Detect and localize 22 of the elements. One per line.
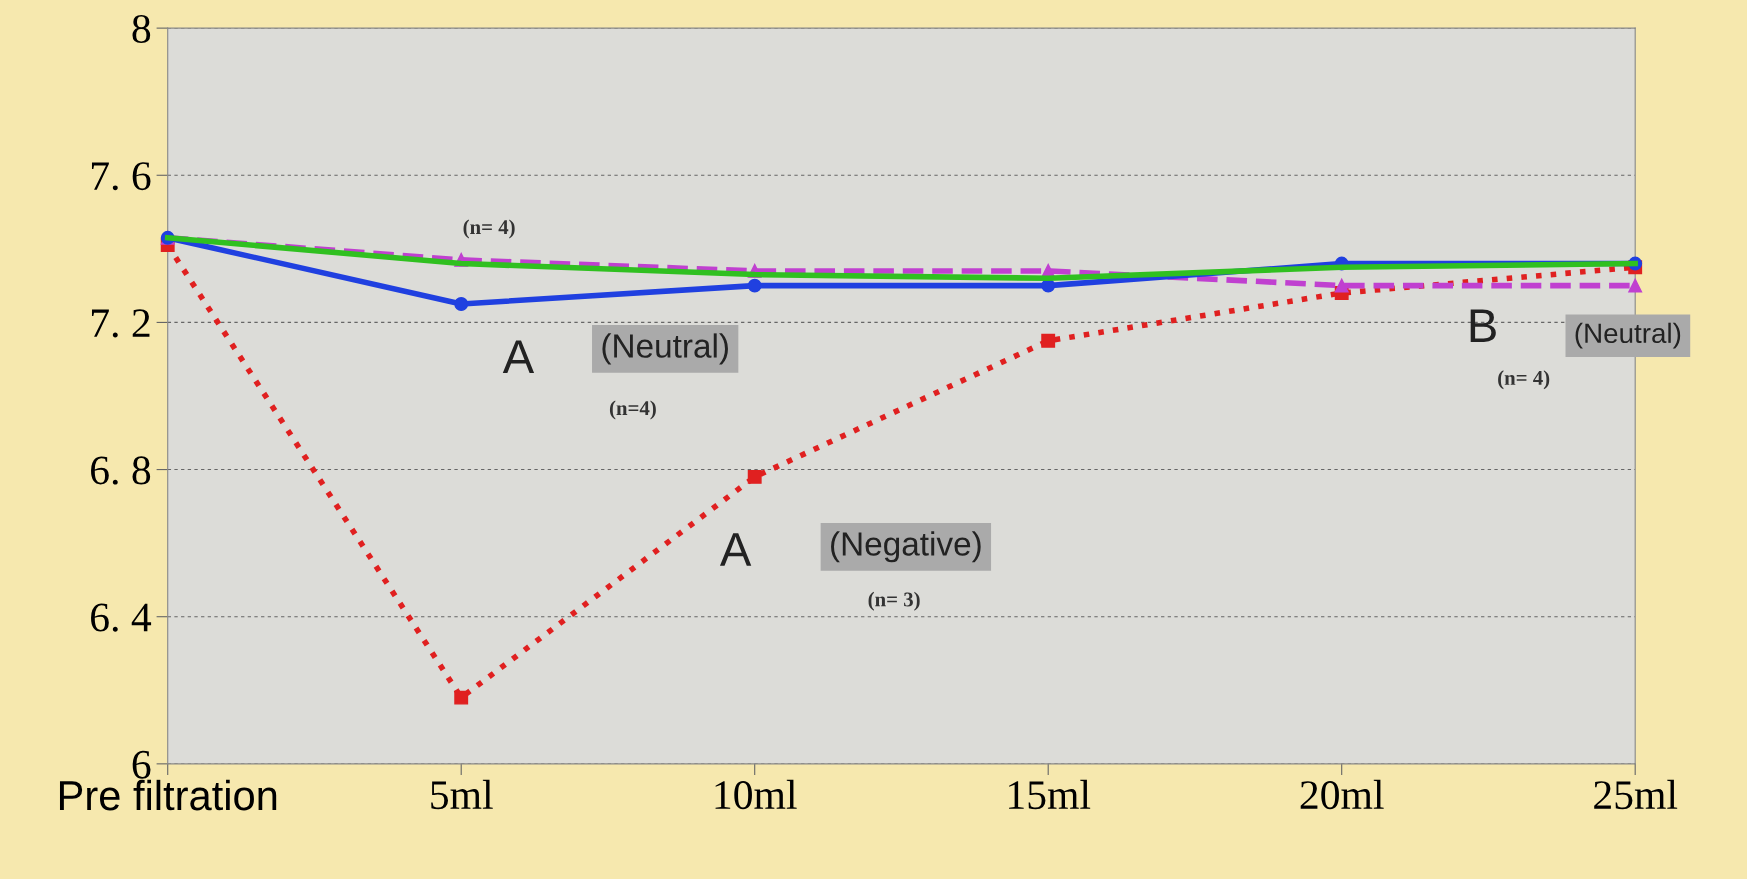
annotation: (n= 4) [1498,370,1550,390]
annotation: A [502,340,535,373]
y-tick-label: 6. 8 [91,456,151,485]
x-tick-label: Pre filtration [59,779,277,811]
x-tick-label: 5ml [431,779,493,810]
annotation: (Neutral) [1575,322,1681,349]
x-tick-label: 20ml [1300,779,1384,810]
x-tick-label: 25ml [1594,779,1678,810]
y-tick-label: 6. 4 [91,603,152,632]
annotation: (n=4) [609,400,656,420]
annotation: (n= 3) [868,591,920,611]
y-tick-label: 7. 6 [91,162,151,191]
annotation: A [719,533,752,566]
y-tick-label: 6 [132,750,151,779]
annotation: (Neutral) [602,333,728,365]
annotation: (n= 4) [463,219,515,239]
y-tick-label: 8 [132,14,151,43]
x-tick-label: 10ml [715,779,797,810]
x-tick-label: 15ml [1009,779,1091,810]
annotation: (Negative) [831,531,981,563]
y-tick-label: 7. 2 [91,309,150,338]
annotation: B [1470,309,1496,342]
